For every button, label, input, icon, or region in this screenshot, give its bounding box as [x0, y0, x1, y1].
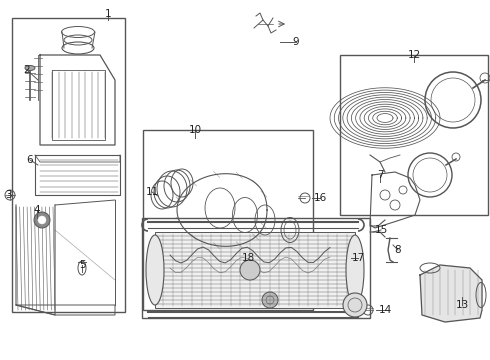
Bar — [340, 55, 488, 215]
Text: 4: 4 — [34, 205, 40, 215]
Circle shape — [343, 293, 367, 317]
Ellipse shape — [346, 235, 364, 305]
Text: 5: 5 — [79, 260, 85, 270]
Ellipse shape — [146, 235, 164, 305]
Text: 17: 17 — [351, 253, 365, 263]
Text: 8: 8 — [394, 245, 401, 255]
Text: 16: 16 — [314, 193, 327, 203]
Circle shape — [38, 216, 46, 224]
Text: 12: 12 — [407, 50, 420, 60]
Text: 6: 6 — [26, 155, 33, 165]
Bar — [155, 232, 355, 308]
Bar — [143, 130, 313, 310]
Text: 7: 7 — [377, 170, 383, 180]
Text: 13: 13 — [455, 300, 468, 310]
Text: 10: 10 — [189, 125, 201, 135]
Circle shape — [34, 212, 50, 228]
Polygon shape — [420, 265, 482, 322]
Text: 2: 2 — [24, 65, 30, 75]
Text: 11: 11 — [146, 187, 159, 197]
Text: 9: 9 — [293, 37, 299, 47]
Text: 3: 3 — [5, 190, 11, 200]
Text: 15: 15 — [374, 225, 388, 235]
Text: 18: 18 — [242, 253, 255, 263]
Ellipse shape — [25, 66, 35, 71]
Circle shape — [262, 292, 278, 308]
Bar — [142, 218, 370, 318]
Text: 14: 14 — [378, 305, 392, 315]
Bar — [12, 18, 125, 312]
Text: 1: 1 — [105, 9, 111, 19]
Circle shape — [240, 260, 260, 280]
